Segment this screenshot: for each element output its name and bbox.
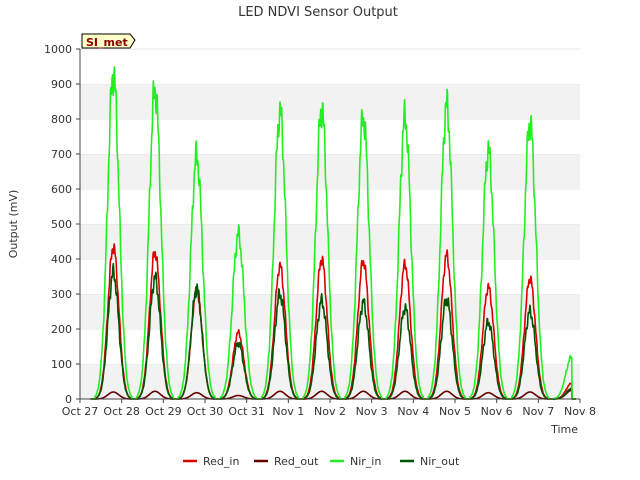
x-tick-label: Nov 2 — [314, 405, 346, 418]
legend-label: Red_out — [274, 455, 319, 468]
legend-label: Nir_in — [350, 455, 381, 468]
grid-band — [80, 84, 580, 119]
y-tick-label: 300 — [51, 288, 72, 301]
y-tick-label: 100 — [51, 358, 72, 371]
x-tick-label: Nov 7 — [522, 405, 554, 418]
series-line-nir-in — [90, 66, 577, 400]
y-tick-label: 400 — [51, 253, 72, 266]
x-tick-label: Oct 31 — [228, 405, 265, 418]
x-tick-label: Nov 1 — [272, 405, 304, 418]
y-tick-label: 1000 — [44, 43, 72, 56]
x-tick-label: Nov 4 — [397, 405, 429, 418]
legend: Red_in Red_out Nir_in Nir_out — [183, 455, 460, 468]
grid-band — [80, 49, 580, 84]
grid-band — [80, 224, 580, 259]
site-label-box: SI_met — [81, 33, 136, 49]
x-tick-label: Nov 3 — [356, 405, 388, 418]
legend-item-nir-out: Nir_out — [400, 455, 460, 468]
x-tick-label: Nov 6 — [481, 405, 513, 418]
x-tick-label: Oct 29 — [145, 405, 182, 418]
site-label: SI_met — [86, 36, 128, 49]
chart-title: LED NDVI Sensor Output — [238, 5, 398, 20]
x-tick-label: Oct 30 — [187, 405, 224, 418]
series-line-nir-out — [90, 262, 577, 400]
x-tick-label: Nov 5 — [439, 405, 471, 418]
y-tick-label: 500 — [51, 218, 72, 231]
y-tick-label: 800 — [51, 113, 72, 126]
legend-item-red-out: Red_out — [254, 455, 319, 468]
x-tick-label: Oct 28 — [103, 405, 140, 418]
axes: 0 100 200 300 400 500 600 700 800 900 1000 Oct 27 Oc… — [44, 43, 596, 418]
y-tick-label: 200 — [51, 323, 72, 336]
legend-label: Red_in — [203, 455, 239, 468]
grid-band — [80, 119, 580, 154]
x-axis-label: Time — [550, 423, 578, 436]
legend-item-nir-in: Nir_in — [330, 455, 381, 468]
grid-band — [80, 189, 580, 224]
y-axis-label: Output (mV) — [7, 190, 20, 259]
x-tick-label: Oct 27 — [62, 405, 99, 418]
y-tick-label: 900 — [51, 78, 72, 91]
y-tick-label: 700 — [51, 148, 72, 161]
legend-label: Nir_out — [420, 455, 460, 468]
grid-band — [80, 154, 580, 189]
y-tick-label: 0 — [65, 393, 72, 406]
x-tick-label: Nov 8 — [564, 405, 596, 418]
y-tick-label: 600 — [51, 183, 72, 196]
legend-item-red-in: Red_in — [183, 455, 239, 468]
